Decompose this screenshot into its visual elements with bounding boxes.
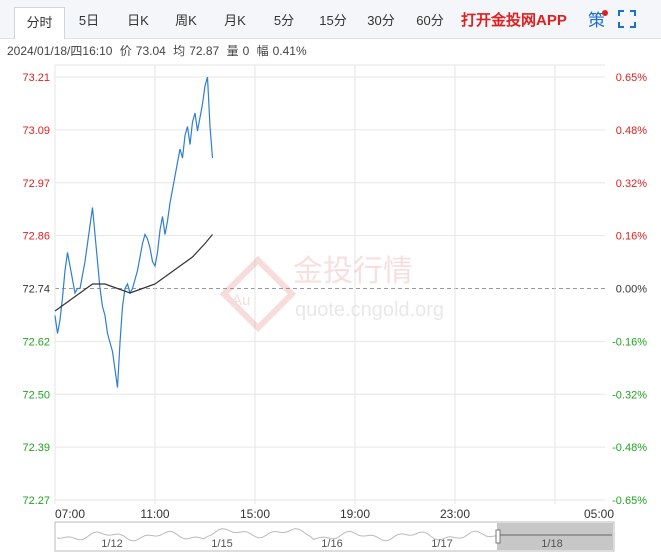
pct-tick-label: -0.48% [612, 442, 647, 454]
watermark-cn-text: 金投行情 [293, 254, 413, 289]
avg-value: 72.87 [189, 44, 220, 58]
axis-labels: 73.21 0.65% 73.09 0.48% 72.97 0.32% 72.86 0.16%… [22, 72, 647, 521]
x-tick-label: 23:00 [440, 507, 470, 521]
x-tick-label: 05:00 [584, 507, 614, 521]
price-value: 73.04 [135, 44, 166, 58]
price-label: 价 [119, 44, 132, 58]
open-app-link[interactable]: 打开金投网APP [461, 12, 567, 29]
notification-dot [602, 10, 608, 16]
navigator-date-label: 1/12 [101, 538, 122, 550]
navigator-left-handle [495, 529, 501, 544]
tab-daily-k[interactable]: 日K [127, 13, 149, 28]
volume-label: 量 [226, 44, 239, 58]
tab-5day[interactable]: 5日 [78, 13, 100, 28]
strategy-button[interactable]: 策 [588, 11, 605, 30]
tab-15min[interactable]: 15分 [319, 13, 347, 28]
navigator-date-label: 1/16 [321, 538, 342, 550]
x-tick-label: 19:00 [340, 507, 370, 521]
pct-tick-label: -0.16% [612, 336, 647, 348]
navigator-date-label: 1/17 [431, 538, 452, 550]
chart-grid [54, 64, 605, 504]
change-value: 0.41% [272, 44, 307, 58]
pct-tick-label: 0.48% [616, 125, 647, 137]
y-tick-label: 72.62 [22, 336, 50, 348]
volume-value: 0 [242, 44, 250, 58]
y-tick-label: 73.09 [22, 125, 50, 137]
tab-intraday[interactable]: 分时 [14, 7, 65, 39]
x-tick-label: 11:00 [140, 507, 169, 521]
pct-tick-label: 0.16% [616, 231, 647, 243]
tab-60min[interactable]: 60分 [416, 13, 444, 28]
watermark: Au 金投行情 quote.cngold.org [219, 254, 444, 333]
period-toolbar: 分时 5日 日K 周K 月K 5分 15分 30分 60分 打开金投网APP 策 [0, 0, 661, 39]
price-line [54, 76, 214, 388]
y-tick-label: 72.27 [22, 495, 50, 507]
pct-tick-label: 0.00% [616, 284, 647, 296]
navigator-date-label: 1/15 [211, 538, 232, 550]
tab-30min[interactable]: 30分 [367, 13, 395, 28]
navigator-history-line [56, 528, 498, 542]
y-tick-label: 72.39 [22, 442, 50, 454]
series-layer [54, 76, 214, 388]
pct-tick-label: 0.32% [616, 178, 647, 190]
navigator-date-label: 1/18 [541, 538, 562, 550]
fullscreen-icon[interactable] [618, 10, 636, 28]
tab-5min[interactable]: 5分 [273, 13, 295, 28]
time-navigator[interactable]: 1/12 1/15 1/16 1/17 1/18 [54, 521, 615, 552]
watermark-logo-diamond [219, 255, 297, 333]
change-label: 幅 [256, 44, 269, 58]
y-tick-label: 72.97 [22, 178, 50, 190]
watermark-url-text: quote.cngold.org [295, 299, 444, 321]
y-tick-label: 72.74 [22, 284, 50, 296]
y-tick-label: 72.50 [22, 389, 50, 401]
navigator-selection [497, 523, 613, 550]
pct-tick-label: 0.65% [616, 72, 647, 84]
pct-tick-label: -0.65% [612, 495, 647, 507]
x-tick-label: 15:00 [240, 507, 270, 521]
tab-weekly-k[interactable]: 周K [175, 13, 197, 28]
quote-datetime: 2024/01/18/四16:10 [7, 44, 113, 58]
avg-line [54, 234, 213, 312]
x-tick-label: 07:00 [55, 507, 85, 521]
watermark-logo-text: Au [232, 292, 250, 309]
pct-tick-label: -0.32% [612, 389, 647, 401]
tab-monthly-k[interactable]: 月K [224, 13, 246, 28]
y-tick-label: 73.21 [22, 72, 50, 84]
avg-label: 均 [173, 44, 186, 58]
y-tick-label: 72.86 [22, 231, 50, 243]
